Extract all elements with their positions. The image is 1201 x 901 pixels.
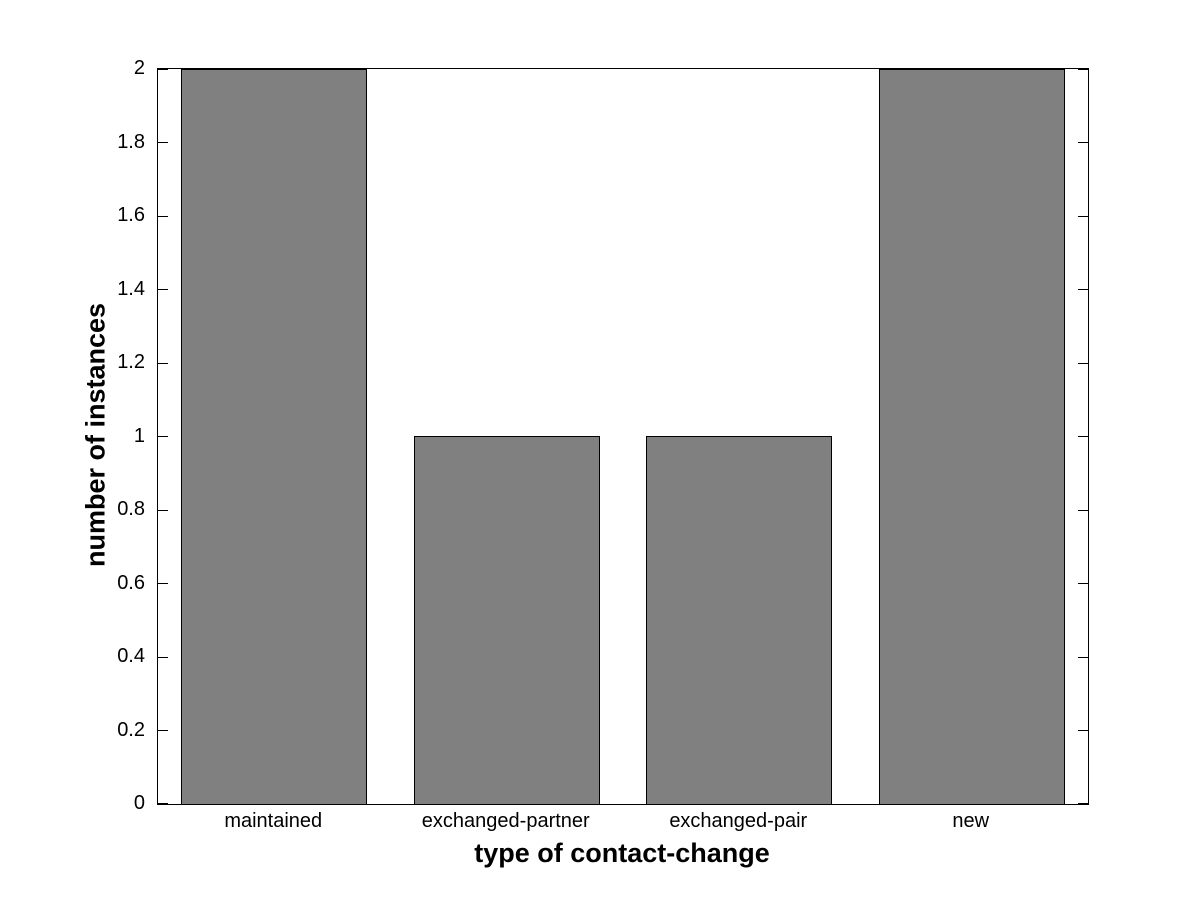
y-tick-label-0.4: 0.4 (117, 645, 145, 667)
y-tick-label-1.6: 1.6 (117, 204, 145, 226)
y-tick-label-1.4: 1.4 (117, 277, 145, 300)
y-tick-mark-right (1078, 509, 1088, 511)
y-tick-mark-right (1078, 656, 1088, 658)
y-tick-mark-left (158, 362, 168, 364)
y-tick-label-1: 1 (133, 424, 145, 447)
y-tick-mark-right (1078, 583, 1088, 584)
bar-exchanged-pair (646, 436, 833, 804)
bar-new (878, 69, 1065, 804)
y-tick-mark-right (1078, 803, 1088, 804)
y-tick-mark-left (158, 69, 168, 70)
x-tick-label-exchanged-pair: exchanged-pair (669, 810, 808, 832)
y-tick-mark-left (158, 656, 168, 658)
y-tick-mark-right (1078, 289, 1088, 290)
x-axis-label: type of contact-change (474, 838, 770, 868)
y-tick-mark-right (1078, 69, 1088, 70)
y-tick-label-1.8: 1.8 (117, 130, 145, 153)
y-tick-mark-left (158, 289, 168, 290)
y-tick-label-0.8: 0.8 (117, 498, 145, 520)
y-tick-mark-right (1078, 730, 1088, 731)
y-tick-mark-left (158, 583, 168, 584)
y-tick-label-0.2: 0.2 (117, 718, 145, 741)
y-tick-mark-right (1078, 362, 1088, 364)
x-tick-label-maintained: maintained (224, 810, 323, 832)
bar-maintained (181, 69, 368, 804)
y-tick-label-0: 0 (133, 792, 145, 814)
bar-exchanged-partner (413, 436, 600, 804)
x-tick-label-exchanged-partner: exchanged-partner (421, 810, 590, 832)
y-tick-mark-left (158, 215, 168, 217)
plot-area (157, 68, 1089, 805)
y-tick-mark-left (158, 803, 168, 804)
y-tick-mark-right (1078, 142, 1088, 143)
y-tick-mark-right (1078, 436, 1088, 437)
y-tick-mark-left (158, 730, 168, 731)
y-tick-label-2: 2 (133, 57, 145, 79)
y-tick-mark-left (158, 142, 168, 143)
y-tick-mark-left (158, 509, 168, 511)
y-tick-mark-right (1078, 215, 1088, 217)
x-tick-label-new: new (952, 810, 990, 832)
y-tick-mark-left (158, 436, 168, 437)
y-tick-label-1.2: 1.2 (117, 351, 145, 373)
y-tick-label-0.6: 0.6 (117, 571, 145, 594)
